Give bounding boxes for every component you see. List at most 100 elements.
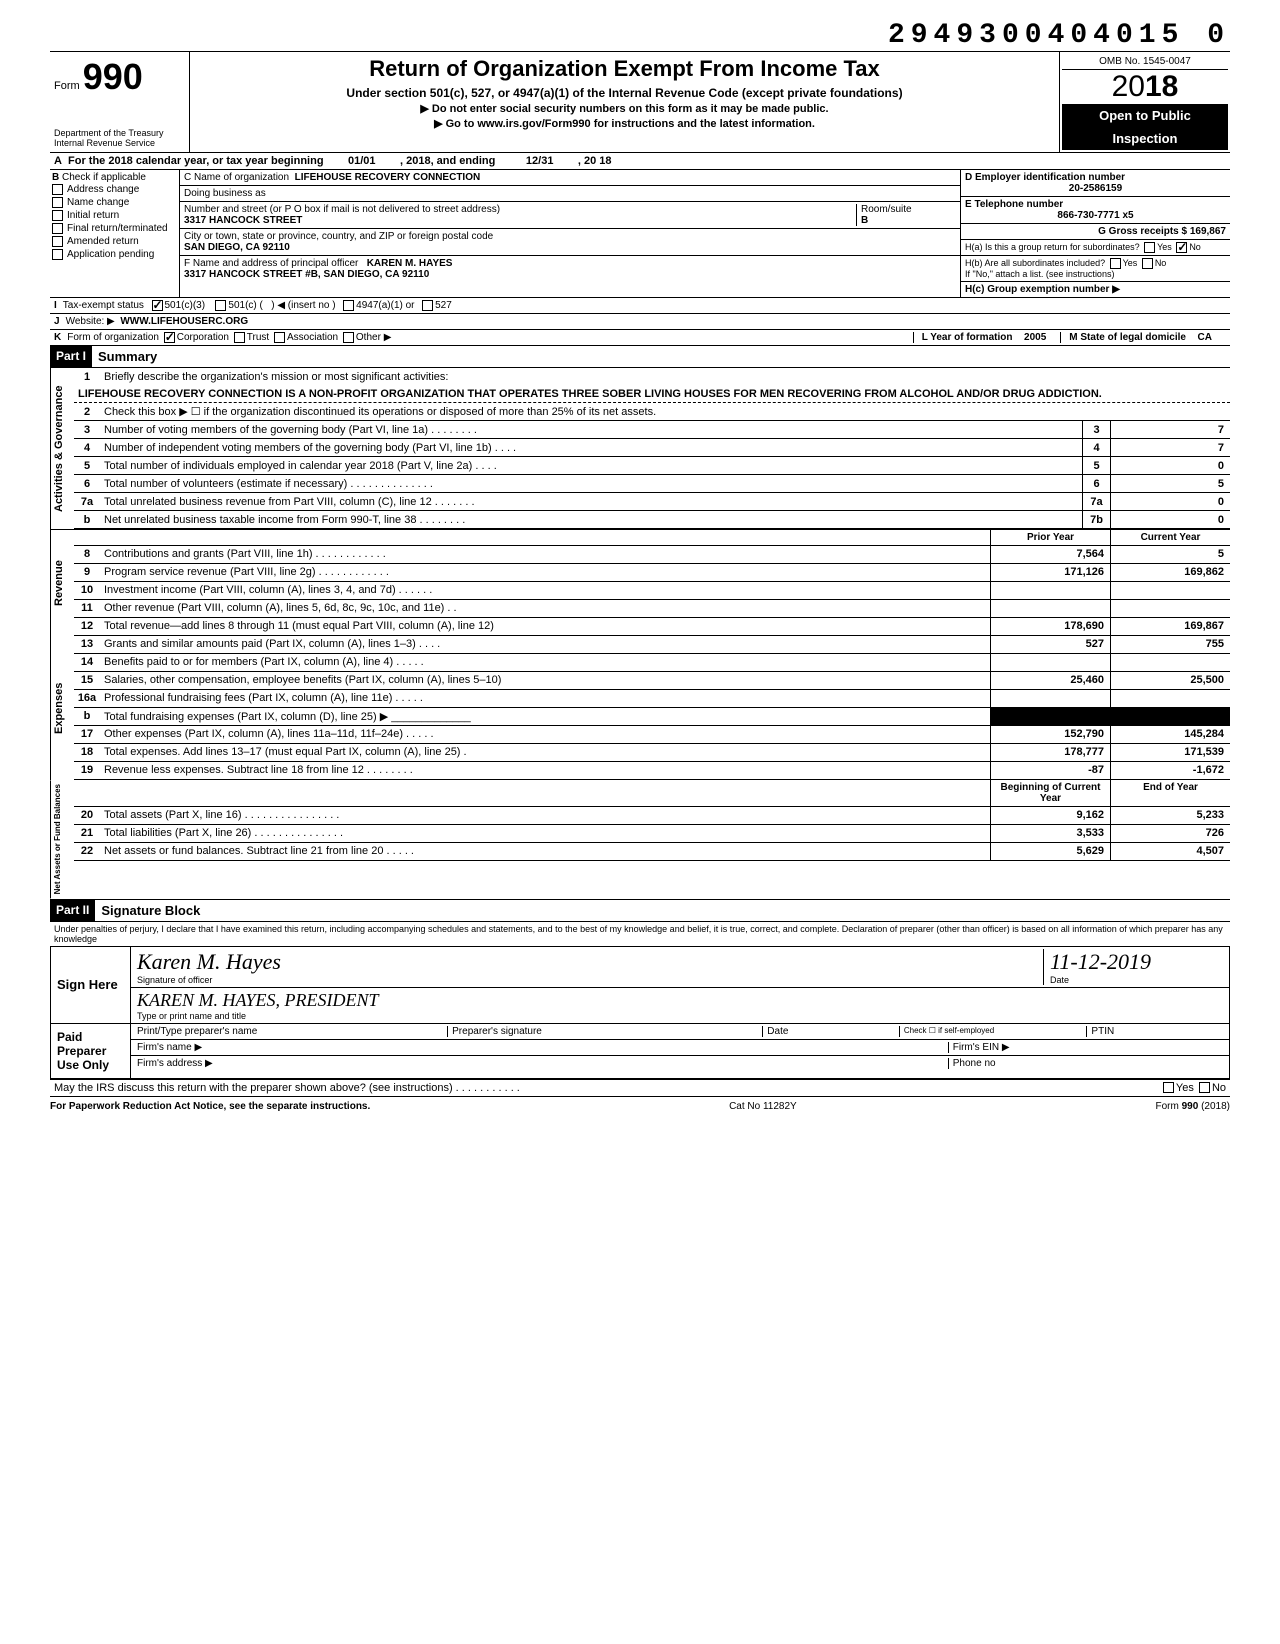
part2-hdr: Part II <box>50 900 95 921</box>
vtab-revenue: Revenue <box>50 530 74 636</box>
vtab-governance: Activities & Governance <box>50 368 74 529</box>
dept-treasury: Department of the Treasury <box>54 128 185 138</box>
domicile-value: CA <box>1198 332 1212 343</box>
ha-no[interactable] <box>1176 242 1187 253</box>
form-org-label: Form of organization <box>67 332 159 343</box>
current-year-value: 145,284 <box>1110 726 1230 743</box>
current-year-value: 755 <box>1110 636 1230 653</box>
form-number: 990 <box>83 56 143 97</box>
city-value: SAN DIEGO, CA 92110 <box>184 242 290 253</box>
chk-assoc[interactable] <box>274 332 285 343</box>
chk-501c3[interactable] <box>152 300 163 311</box>
line-num: 3 <box>74 424 100 436</box>
label-b: B <box>52 172 59 183</box>
chk-527[interactable] <box>422 300 433 311</box>
line-box: 3 <box>1082 421 1110 438</box>
prior-year-value: 7,564 <box>990 546 1110 563</box>
city-label: City or town, state or province, country… <box>184 231 493 242</box>
pp-ptin-label: PTIN <box>1087 1026 1223 1037</box>
domicile-label: M State of legal domicile <box>1069 332 1186 343</box>
line-text: Investment income (Part VIII, column (A)… <box>100 582 990 599</box>
hb-no[interactable] <box>1142 258 1153 269</box>
c-label: C Name of organization <box>184 172 289 183</box>
row-a-text: For the 2018 calendar year, or tax year … <box>68 155 324 167</box>
line-box: 7b <box>1082 511 1110 528</box>
signature-block: Sign Here Karen M. Hayes Signature of of… <box>50 947 1230 1080</box>
room-label: Room/suite <box>861 204 912 215</box>
current-year-value: 5,233 <box>1110 807 1230 824</box>
summary-line: 3Number of voting members of the governi… <box>74 421 1230 439</box>
chk-amended[interactable]: Amended return <box>52 235 177 248</box>
current-year-value <box>1110 690 1230 707</box>
subtitle: Under section 501(c), 527, or 4947(a)(1)… <box>200 86 1049 100</box>
line-num: 8 <box>74 546 100 563</box>
info-block: B Check if applicable Address change Nam… <box>50 170 1230 298</box>
hc-label: H(c) Group exemption number ▶ <box>965 284 1120 295</box>
part1-header-row: Part I Summary <box>50 346 1230 368</box>
line-value: 0 <box>1110 457 1230 474</box>
prior-year-value: 152,790 <box>990 726 1110 743</box>
line-text: Professional fundraising fees (Part IX, … <box>100 690 990 707</box>
street-address: 3317 HANCOCK STREET <box>184 215 302 226</box>
line-text: Net unrelated business taxable income fr… <box>100 512 1082 528</box>
col-d: D Employer identification number20-25861… <box>960 170 1230 297</box>
prior-year-value <box>990 600 1110 617</box>
footer-mid: Cat No 11282Y <box>729 1101 797 1112</box>
row-i: I Tax-exempt status 501(c)(3) 501(c) ( )… <box>50 298 1230 314</box>
summary-line: 15Salaries, other compensation, employee… <box>74 672 1230 690</box>
pp-name-label: Print/Type preparer's name <box>137 1026 448 1037</box>
line-text: Benefits paid to or for members (Part IX… <box>100 654 990 671</box>
chk-initial-return[interactable]: Initial return <box>52 209 177 222</box>
chk-address-change[interactable]: Address change <box>52 183 177 196</box>
begin-year-label: Beginning of Current Year <box>990 780 1110 806</box>
prior-year-value <box>990 654 1110 671</box>
hb-yes[interactable] <box>1110 258 1121 269</box>
current-year-value: 171,539 <box>1110 744 1230 761</box>
addr-label: Number and street (or P O box if mail is… <box>184 204 500 215</box>
chk-pending[interactable]: Application pending <box>52 248 177 261</box>
current-year-value: 25,500 <box>1110 672 1230 689</box>
label-a: A <box>54 155 68 167</box>
prior-year-value <box>990 690 1110 707</box>
chk-name-change[interactable]: Name change <box>52 196 177 209</box>
chk-corp[interactable] <box>164 332 175 343</box>
form-label: Form <box>54 80 80 92</box>
line-2-num: 2 <box>74 406 100 418</box>
chk-trust[interactable] <box>234 332 245 343</box>
line-text: Contributions and grants (Part VIII, lin… <box>100 546 990 563</box>
line-num: 14 <box>74 654 100 671</box>
perjury-text: Under penalties of perjury, I declare th… <box>50 922 1230 947</box>
prior-year-value: 527 <box>990 636 1110 653</box>
chk-4947[interactable] <box>343 300 354 311</box>
summary-line: 6Total number of volunteers (estimate if… <box>74 475 1230 493</box>
chk-other[interactable] <box>343 332 354 343</box>
line-box: 6 <box>1082 475 1110 492</box>
year-formation-value: 2005 <box>1024 332 1046 343</box>
footer: For Paperwork Reduction Act Notice, see … <box>50 1097 1230 1116</box>
discuss-yes[interactable] <box>1163 1082 1174 1093</box>
phone-label: E Telephone number <box>965 199 1063 210</box>
part2-title: Signature Block <box>95 900 206 921</box>
row-j: J Website: ▶ WWW.LIFEHOUSERC.ORG <box>50 314 1230 330</box>
line-value: 0 <box>1110 511 1230 528</box>
firm-name-label: Firm's name ▶ <box>137 1042 949 1053</box>
discuss-row: May the IRS discuss this return with the… <box>50 1080 1230 1097</box>
chk-final-return[interactable]: Final return/terminated <box>52 222 177 235</box>
line-text: Other revenue (Part VIII, column (A), li… <box>100 600 990 617</box>
prior-current-header: Prior Year Current Year <box>74 530 1230 546</box>
website-value: WWW.LIFEHOUSERC.ORG <box>120 316 248 327</box>
omb-number: OMB No. 1545-0047 <box>1062 54 1228 70</box>
discuss-text: May the IRS discuss this return with the… <box>54 1082 1161 1094</box>
discuss-no[interactable] <box>1199 1082 1210 1093</box>
line-num: 11 <box>74 600 100 617</box>
prior-year-value: 9,162 <box>990 807 1110 824</box>
tax-exempt-label: Tax-exempt status <box>63 300 144 311</box>
prior-year-value: -87 <box>990 762 1110 779</box>
line-num: 20 <box>74 807 100 824</box>
prior-year-value: 25,460 <box>990 672 1110 689</box>
chk-501c[interactable] <box>215 300 226 311</box>
line-num: b <box>74 708 100 725</box>
ha-yes[interactable] <box>1144 242 1155 253</box>
prior-year-value: 5,629 <box>990 843 1110 860</box>
summary-line: 7aTotal unrelated business revenue from … <box>74 493 1230 511</box>
